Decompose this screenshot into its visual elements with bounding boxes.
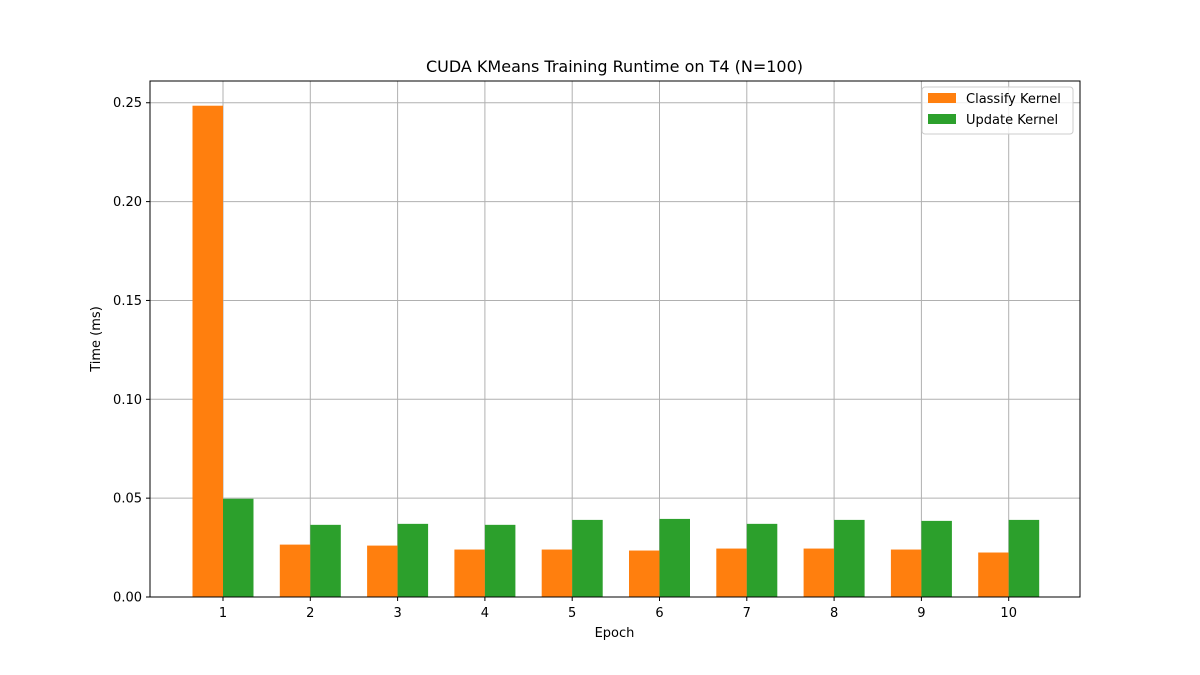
y-tick-label: 0.05	[113, 492, 142, 507]
classify-kernel-bar	[192, 105, 223, 597]
x-tick-label: 6	[655, 606, 663, 621]
y-tick-label: 0.10	[113, 393, 142, 408]
update-kernel-bar	[746, 523, 778, 597]
legend-swatch	[928, 114, 956, 124]
y-tick-label: 0.25	[113, 96, 142, 111]
x-tick-label: 8	[830, 606, 838, 621]
classify-kernel-bar	[629, 550, 660, 597]
y-tick-label: 0.20	[113, 195, 142, 210]
classify-kernel-bar	[279, 544, 311, 597]
update-kernel-bar	[484, 524, 516, 597]
x-tick-label: 4	[481, 606, 489, 621]
update-kernel-bar	[834, 519, 865, 597]
legend-box	[921, 86, 1074, 135]
classify-kernel-bar	[541, 549, 573, 597]
update-kernel-bar	[1008, 519, 1040, 597]
update-kernel-bar	[659, 518, 690, 597]
classify-kernel-bar	[367, 545, 398, 597]
classify-kernel-bar	[803, 548, 835, 597]
y-axis-label: Time (ms)	[89, 306, 104, 373]
grid-layer	[150, 81, 1080, 598]
y-tick-label: 0.15	[113, 294, 142, 309]
plot-frame	[149, 80, 1081, 598]
update-kernel-bar	[572, 519, 603, 597]
x-axis-label: Epoch	[595, 626, 635, 641]
x-tick-label: 7	[743, 606, 751, 621]
update-kernel-bar	[310, 524, 341, 597]
classify-kernel-bar	[978, 552, 1009, 597]
update-kernel-bar	[921, 520, 952, 597]
classify-kernel-bar	[454, 549, 485, 597]
x-tick-label: 1	[219, 606, 227, 621]
x-tick-label: 5	[568, 606, 576, 621]
x-tick-label: 2	[306, 606, 314, 621]
x-tick-label: 10	[1000, 606, 1017, 621]
chart-title: CUDA KMeans Training Runtime on T4 (N=10…	[426, 57, 803, 76]
update-kernel-bar	[223, 498, 254, 597]
legend: Classify Kernel Update Kernel	[921, 86, 1074, 135]
y-axis: 0.00 0.05 0.10 0.15 0.20 0.25	[113, 96, 150, 606]
x-tick-label: 9	[917, 606, 925, 621]
y-tick-label: 0.00	[113, 591, 142, 606]
update-kernel-bar	[397, 523, 429, 597]
legend-label: Classify Kernel	[966, 92, 1061, 107]
classify-kernel-bar	[716, 548, 747, 597]
bars-layer	[192, 105, 1040, 597]
legend-swatch	[928, 93, 956, 103]
x-axis: 1 2 3 4 5 6 7 8 9 10	[219, 597, 1017, 621]
classify-kernel-bar	[890, 549, 922, 597]
x-tick-label: 3	[393, 606, 401, 621]
legend-label: Update Kernel	[966, 113, 1058, 128]
